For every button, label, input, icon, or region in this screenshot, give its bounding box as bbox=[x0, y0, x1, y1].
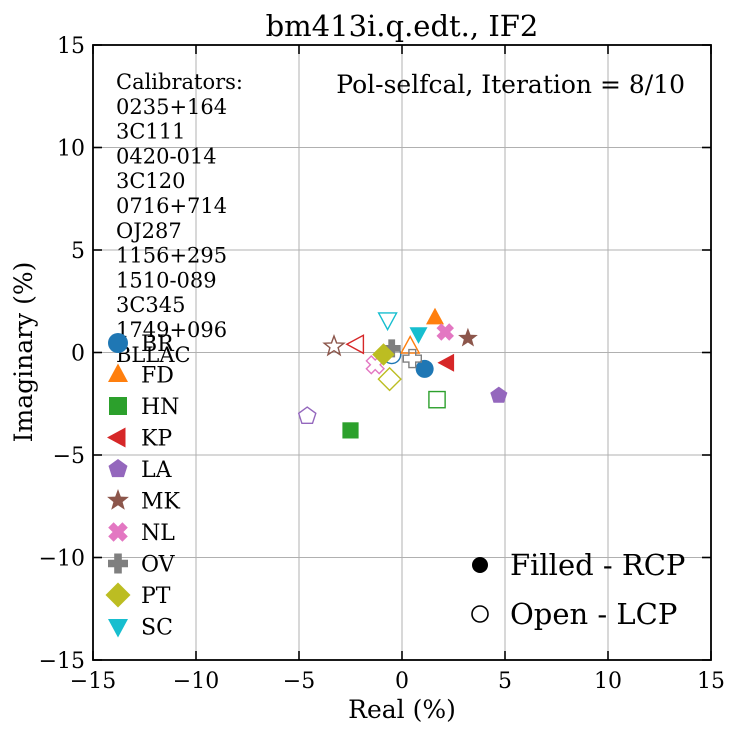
legend-label-fd: FD bbox=[141, 364, 174, 389]
calibrator-name: 0235+164 bbox=[116, 95, 227, 119]
x-tick-label: −15 bbox=[70, 669, 116, 694]
data-markers bbox=[297, 307, 508, 439]
point-fd-lcp bbox=[400, 335, 421, 354]
point-mk-lcp bbox=[322, 333, 346, 357]
legend-marker-nl bbox=[108, 522, 128, 542]
legend-marker-pt bbox=[105, 582, 131, 608]
y-tick-label: 5 bbox=[71, 239, 85, 264]
legend-marker-mk bbox=[107, 489, 129, 510]
x-tick-label: −10 bbox=[173, 669, 219, 694]
point-sc-lcp bbox=[377, 312, 398, 332]
point-la-rcp bbox=[490, 386, 508, 403]
legend-marker-ov bbox=[108, 553, 128, 574]
legend-label-hn: HN bbox=[141, 395, 179, 420]
y-tick-label: −15 bbox=[39, 649, 85, 674]
calibrator-name: OJ287 bbox=[116, 219, 182, 243]
point-nl-lcp bbox=[365, 355, 385, 375]
calibrator-name: 0716+714 bbox=[116, 194, 227, 218]
legend-label-sc: SC bbox=[141, 616, 173, 641]
legend-label-kp: KP bbox=[141, 427, 172, 452]
calibrator-name: 3C345 bbox=[116, 293, 186, 317]
y-axis-label: Imaginary (%) bbox=[9, 262, 38, 443]
grid-lines bbox=[93, 45, 711, 660]
point-nl-rcp bbox=[436, 323, 454, 341]
legend-label-nl: NL bbox=[141, 521, 175, 546]
x-axis-label: Real (%) bbox=[348, 695, 456, 724]
point-la-lcp bbox=[297, 406, 317, 424]
y-tick-label: −10 bbox=[39, 547, 85, 572]
fill-legend: Filled - RCP Open - LCP bbox=[471, 548, 685, 631]
x-tick-label: 5 bbox=[498, 669, 512, 694]
legend-label-ov: OV bbox=[141, 553, 176, 578]
calibrator-name: 1510-089 bbox=[116, 268, 217, 292]
legend-marker-kp bbox=[107, 427, 126, 448]
x-tick-label: 15 bbox=[697, 669, 725, 694]
point-ov-rcp bbox=[382, 339, 401, 358]
calibrator-name: 1749+096 bbox=[116, 318, 227, 342]
calibrator-name: 3C111 bbox=[116, 120, 186, 144]
x-tick-label: 10 bbox=[594, 669, 622, 694]
point-fd-rcp bbox=[426, 307, 444, 325]
point-pt-rcp bbox=[372, 343, 395, 366]
calibrator-name: 1156+295 bbox=[116, 244, 227, 268]
legend-label-mk: MK bbox=[141, 490, 181, 515]
y-tick-label: −5 bbox=[53, 444, 85, 469]
filled-rcp-label: Filled - RCP bbox=[510, 548, 685, 582]
calibrator-name: BLLAC bbox=[116, 343, 191, 367]
legend-marker-fd bbox=[108, 363, 128, 382]
calibrator-name: 3C120 bbox=[116, 169, 186, 193]
calibrators-title: Calibrators: bbox=[116, 70, 243, 94]
y-tick-label: 0 bbox=[71, 342, 85, 367]
point-hn-rcp bbox=[342, 422, 359, 439]
point-hn-lcp bbox=[428, 390, 446, 409]
y-tick-label: 10 bbox=[57, 137, 85, 162]
open-circle-icon bbox=[471, 605, 489, 623]
plot-frame bbox=[92, 44, 712, 661]
filled-circle-icon bbox=[472, 557, 488, 573]
point-kp-rcp bbox=[437, 353, 455, 372]
y-tick-label: 15 bbox=[57, 34, 85, 59]
legend-label-la: LA bbox=[141, 458, 173, 483]
iteration-annotation: Pol-selfcal, Iteration = 8/10 bbox=[336, 70, 685, 99]
point-br-rcp bbox=[415, 359, 434, 378]
point-ov-lcp bbox=[402, 348, 422, 369]
legend-marker-br bbox=[108, 333, 128, 353]
station-legend: BR FD HN KP LA MK NL OV PT SC bbox=[105, 332, 181, 641]
calibrator-name: 0420-014 bbox=[116, 144, 217, 168]
legend-marker-la bbox=[108, 459, 128, 478]
point-mk-rcp bbox=[458, 327, 478, 347]
legend-label-pt: PT bbox=[141, 584, 171, 609]
chart-title: bm413i.q.edt., IF2 bbox=[266, 9, 539, 43]
x-tick-label: 0 bbox=[395, 669, 409, 694]
point-sc-rcp bbox=[409, 327, 428, 344]
point-pt-lcp bbox=[377, 366, 402, 392]
legend-marker-sc bbox=[108, 619, 128, 638]
legend-label-br: BR bbox=[141, 332, 175, 357]
tick-labels: −15 −10 −5 0 5 10 15 −15 −10 −5 0 5 10 15 bbox=[39, 34, 725, 694]
open-lcp-label: Open - LCP bbox=[510, 597, 677, 631]
x-tick-label: −5 bbox=[283, 669, 315, 694]
calibrators-list: Calibrators:0235+1643C1110420-0143C12007… bbox=[116, 70, 243, 367]
legend-marker-hn bbox=[109, 397, 127, 415]
point-kp-lcp bbox=[345, 334, 365, 355]
